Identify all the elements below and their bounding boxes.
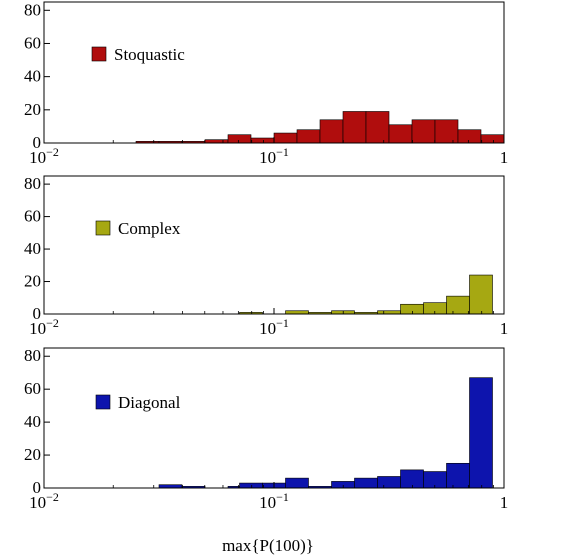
legend-label: Complex: [118, 219, 181, 238]
histogram-bar: [400, 303, 424, 315]
legend-label: Diagonal: [118, 393, 181, 412]
x-tick-label: 1: [500, 493, 509, 512]
y-tick-label: 80: [24, 174, 41, 193]
histogram-bar: [273, 132, 298, 144]
y-tick-label: 20: [24, 272, 41, 291]
histogram-bar: [434, 119, 459, 144]
plot-frame: [43, 347, 505, 489]
x-tick-label: 10−1: [259, 490, 289, 512]
histogram-bar: [446, 295, 470, 315]
y-tick-label: 80: [24, 346, 41, 365]
legend-swatch: [95, 394, 111, 410]
x-tick-label: 10−2: [29, 316, 59, 338]
y-tick-label: 0: [33, 133, 42, 152]
y-tick-label: 80: [24, 0, 41, 19]
legend-swatch: [95, 220, 111, 236]
histogram-bar: [377, 476, 401, 489]
x-axis-label: max{P(100)}: [222, 536, 314, 555]
y-tick-label: 20: [24, 100, 41, 119]
panels: 0 20 40 60 80 10−2 10−1 1 Stoquastic 0 20 40 60 80 10−…: [24, 0, 508, 512]
histogram-bar: [354, 477, 378, 489]
plot-frame: [43, 175, 505, 315]
y-tick-label: 20: [24, 445, 41, 464]
x-tick-label: 1: [500, 319, 509, 338]
y-tick-label: 60: [24, 207, 41, 226]
y-tick-label: 0: [33, 304, 42, 323]
y-tick-label: 40: [24, 67, 41, 86]
histogram-panel-bottom: 0 20 40 60 80 10−2 10−1 1 Diagonal: [24, 346, 508, 512]
histogram-bar: [457, 129, 482, 144]
histogram-bar: [296, 129, 321, 144]
bars: [158, 377, 493, 489]
y-tick-label: 60: [24, 33, 41, 52]
histogram-bar: [388, 124, 413, 144]
x-tick-label: 10−1: [259, 316, 289, 338]
histogram-bar: [480, 134, 505, 144]
histogram-bar: [411, 119, 436, 144]
histogram-bar: [469, 274, 493, 315]
x-tick-label: 1: [500, 148, 509, 167]
histogram-bar: [319, 119, 344, 144]
x-tick-label: 10−1: [259, 145, 289, 167]
histogram-bar: [469, 377, 493, 489]
legend-label: Stoquastic: [114, 45, 185, 64]
x-tick-label: 10−2: [29, 490, 59, 512]
histogram-panel-top: 0 20 40 60 80 10−2 10−1 1 Stoquastic: [24, 0, 508, 167]
histogram-bar: [446, 462, 470, 489]
y-tick-label: 40: [24, 239, 41, 258]
histogram-bar: [365, 111, 390, 144]
bars: [239, 274, 493, 315]
histogram-bar: [227, 134, 252, 144]
histogram-bar: [250, 137, 275, 144]
x-tick-label: 10−2: [29, 145, 59, 167]
legend-swatch: [91, 46, 107, 62]
y-tick-label: 0: [33, 478, 42, 497]
y-tick-label: 60: [24, 379, 41, 398]
y-tick-label: 40: [24, 412, 41, 431]
histogram-bar: [342, 111, 367, 144]
histogram-panel-middle: 0 20 40 60 80 10−2 10−1 1 Complex: [24, 174, 508, 338]
bars: [135, 111, 505, 144]
histogram-bar: [239, 482, 263, 489]
histogram-bar: [285, 477, 309, 489]
histogram-bar: [400, 469, 424, 489]
